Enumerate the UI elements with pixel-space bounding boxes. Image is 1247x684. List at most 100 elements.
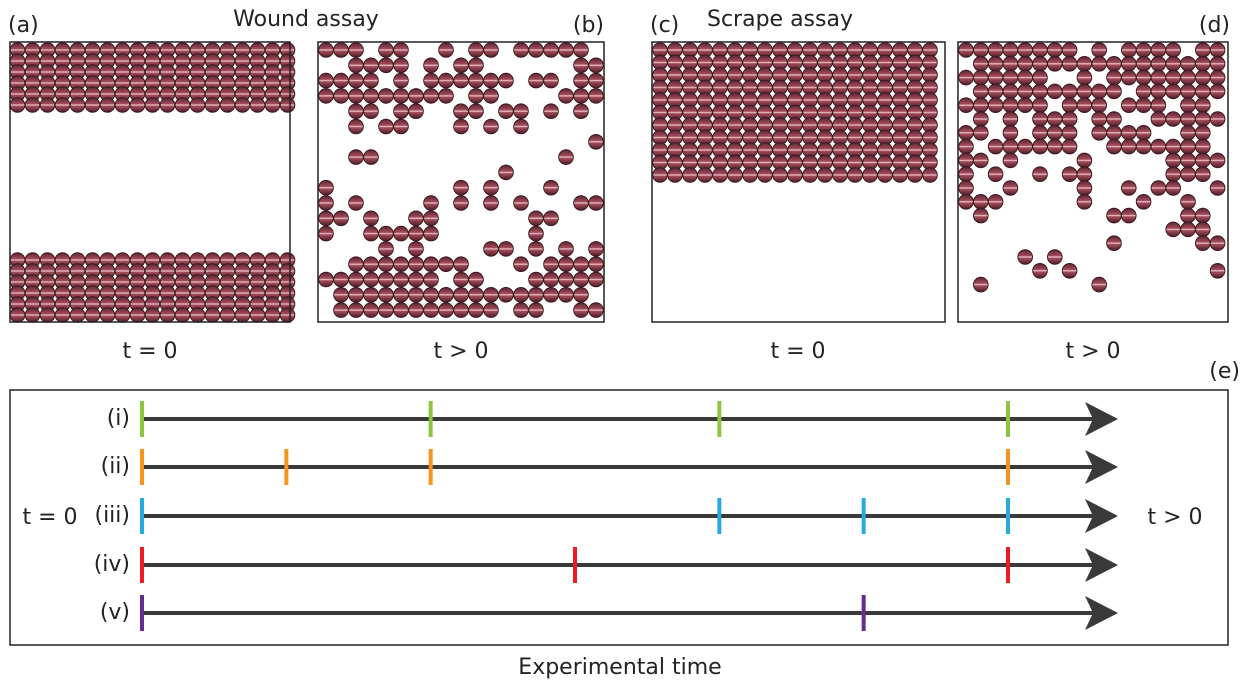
cell [773,168,788,183]
cell [334,288,349,303]
caption: t = 0 [122,339,177,364]
cell [1077,167,1092,182]
cell [205,308,220,323]
cell [1151,57,1166,72]
cell [349,58,364,73]
title: Scrape assay [707,7,853,32]
cell [1166,181,1181,196]
cell [439,303,454,318]
cell [959,181,974,196]
cell [589,196,604,211]
cell [409,257,424,272]
cell [1196,208,1211,223]
cell [394,226,409,241]
cell [364,104,379,119]
cell [818,168,833,183]
cell [319,272,334,287]
cell [1003,153,1018,168]
cell [988,70,1003,85]
cell [160,98,175,113]
cell [1077,181,1092,196]
cell [1048,112,1063,127]
cell [923,168,938,183]
timeline-end: t > 0 [1147,505,1202,530]
cell [1033,43,1048,58]
cell [454,196,469,211]
cell [1033,139,1048,154]
cell [334,43,349,58]
cell [1151,84,1166,99]
cell [409,242,424,257]
cell [1018,139,1033,154]
cell [1092,43,1107,58]
cell [559,242,574,257]
cell [469,104,484,119]
cell [424,211,439,226]
cell [265,308,280,323]
cell [499,242,514,257]
cell [1136,84,1151,99]
cell [454,288,469,303]
cell [334,211,349,226]
cell [394,257,409,272]
cell [514,196,529,211]
cell [379,119,394,134]
cell [1136,98,1151,113]
cell [454,104,469,119]
cell [878,168,893,183]
cell [514,257,529,272]
cell [1181,112,1196,127]
cell [334,303,349,318]
cell [589,135,604,150]
cell [728,168,743,183]
cell [1018,57,1033,72]
cell [394,303,409,318]
cell [424,58,439,73]
cell [589,58,604,73]
cell [469,272,484,287]
cell [280,98,295,113]
cell [160,308,175,323]
cell [115,98,130,113]
cell [574,196,589,211]
cell [1003,126,1018,141]
title: Wound assay [233,7,379,32]
cell [409,226,424,241]
cell [1151,181,1166,196]
cell [1196,167,1211,182]
cell [974,43,989,58]
cell [55,308,70,323]
cell [499,104,514,119]
cell [544,272,559,287]
cell [1122,139,1137,154]
cell [484,288,499,303]
cell [959,126,974,141]
cell [424,272,439,287]
cell [908,168,923,183]
cell [394,43,409,58]
cell [334,272,349,287]
cell [55,98,70,113]
cell [529,242,544,257]
cell [1092,126,1107,141]
cell [988,43,1003,58]
cell [1210,112,1225,127]
cell [758,168,773,183]
cell [574,303,589,318]
cell [988,167,1003,182]
cell [454,119,469,134]
cell [115,308,130,323]
cell [349,119,364,134]
cell [1210,181,1225,196]
cell [974,195,989,210]
cell [394,73,409,88]
cell [1018,43,1033,58]
cell [1048,126,1063,141]
cell [70,308,85,323]
cell [319,43,334,58]
cell [1048,57,1063,72]
cell [220,98,235,113]
cell [1136,195,1151,210]
cell [394,89,409,104]
cell [394,104,409,119]
